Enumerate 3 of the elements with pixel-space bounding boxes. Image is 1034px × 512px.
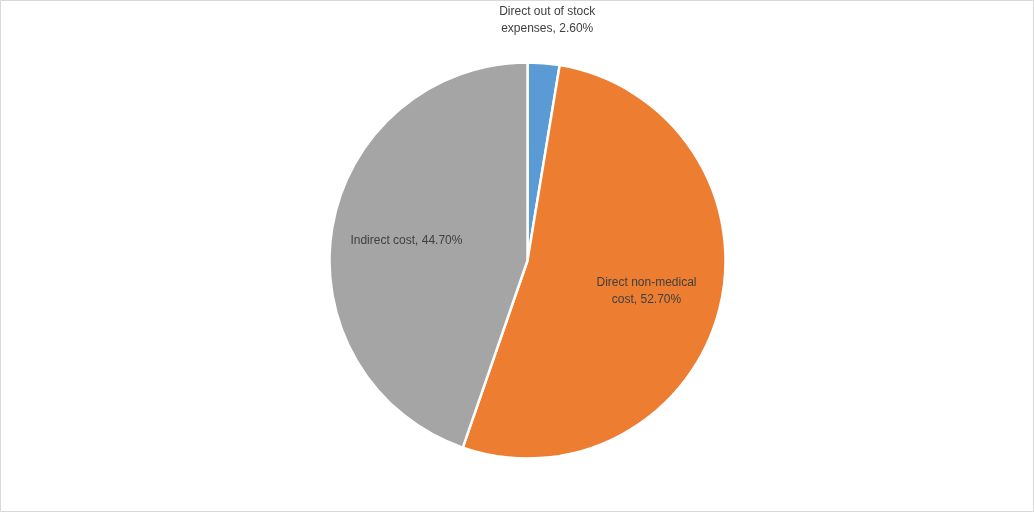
slice-label: Direct non-medical cost, 52.70% xyxy=(596,275,697,307)
slice-label: Indirect cost, 44.70% xyxy=(350,233,463,248)
slice-label: Direct out of stock expenses, 2.60% xyxy=(499,4,597,36)
